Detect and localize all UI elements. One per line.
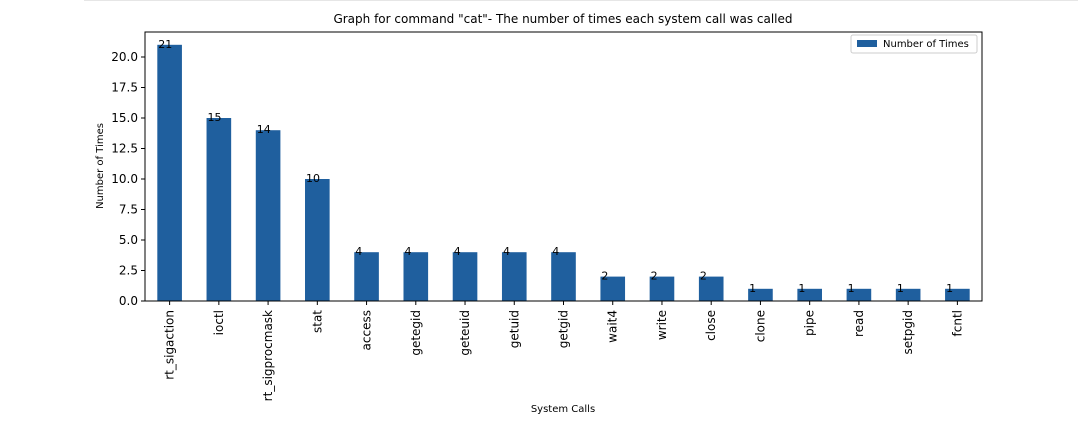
x-tick-label: pipe xyxy=(803,310,817,336)
x-tick-label: stat xyxy=(310,310,324,333)
y-axis: 0.0 2.5 5.0 7.5 10.0 12.5 15.0 17.5 20.0 xyxy=(111,50,145,308)
bar-geteuid xyxy=(452,252,478,301)
bars-group xyxy=(157,44,970,302)
bar-close xyxy=(698,276,724,301)
bar-wait4 xyxy=(600,276,626,301)
x-axis: rt_sigaction ioctl rt_sigprocmask stat acces… xyxy=(163,301,964,401)
value-label: 1 xyxy=(798,282,805,295)
chart-title: Graph for command "cat"- The number of t… xyxy=(333,12,792,26)
legend-label: Number of Times xyxy=(883,39,969,50)
value-label: 1 xyxy=(848,282,855,295)
x-axis-title: System Calls xyxy=(531,404,595,415)
bar-rt_sigaction xyxy=(157,44,182,302)
value-label: 2 xyxy=(601,270,608,283)
legend-box xyxy=(850,34,978,54)
value-label: 4 xyxy=(454,245,461,258)
legend: Number of Times xyxy=(850,34,978,54)
x-tick-label: clone xyxy=(753,310,767,342)
value-label: 2 xyxy=(700,270,707,283)
value-label: 1 xyxy=(749,282,756,295)
y-tick-label: 15.0 xyxy=(111,111,138,125)
value-label: 1 xyxy=(897,282,904,295)
legend-swatch xyxy=(857,40,877,47)
y-tick-label: 2.5 xyxy=(119,264,138,278)
value-label: 4 xyxy=(355,245,362,258)
y-tick-label: 10.0 xyxy=(111,172,138,186)
x-tick-label: setpgid xyxy=(901,310,915,355)
x-tick-label: getegid xyxy=(409,310,423,356)
y-tick-label: 20.0 xyxy=(111,50,138,64)
value-label: 2 xyxy=(651,270,658,283)
x-tick-label: getuid xyxy=(507,310,521,348)
x-tick-label: ioctl xyxy=(212,310,226,335)
x-tick-label: fcntl xyxy=(950,310,964,336)
bar-getuid xyxy=(501,252,527,301)
bar-clone xyxy=(748,288,773,301)
bar-ioctl xyxy=(206,118,232,301)
y-tick-label: 5.0 xyxy=(119,233,138,247)
y-tick-label: 0.0 xyxy=(119,294,138,308)
plot-frame xyxy=(144,31,983,302)
bar-pipe xyxy=(797,288,822,301)
bar-rt_sigprocmask xyxy=(255,130,281,301)
bar-read xyxy=(846,288,872,301)
bar-write xyxy=(649,276,675,301)
value-label: 15 xyxy=(208,111,222,124)
x-tick-label: geteuid xyxy=(458,310,472,356)
x-tick-label: rt_sigprocmask xyxy=(261,310,275,401)
bar-access xyxy=(354,252,379,301)
bar-fcntl xyxy=(945,288,970,301)
value-label: 14 xyxy=(257,123,271,136)
x-tick-label: access xyxy=(360,310,374,350)
value-label: 10 xyxy=(306,172,320,185)
x-tick-label: write xyxy=(655,310,669,340)
y-tick-label: 17.5 xyxy=(111,81,138,95)
value-label: 1 xyxy=(946,282,953,295)
x-tick-label: rt_sigaction xyxy=(163,310,177,380)
bar-getegid xyxy=(403,252,429,301)
value-label: 21 xyxy=(158,38,172,51)
y-axis-title: Number of Times xyxy=(95,123,106,209)
x-tick-label: close xyxy=(704,310,718,341)
value-label: 4 xyxy=(503,245,510,258)
x-tick-label: getgid xyxy=(557,310,571,348)
x-tick-label: read xyxy=(852,310,866,337)
bar-getgid xyxy=(551,252,576,301)
value-label: 4 xyxy=(404,245,411,258)
y-tick-label: 12.5 xyxy=(111,142,138,156)
top-border xyxy=(84,0,1078,1)
x-tick-label: wait4 xyxy=(606,310,620,343)
bar-stat xyxy=(305,179,330,301)
bar-setpgid xyxy=(895,288,921,301)
y-tick-label: 7.5 xyxy=(119,203,138,217)
value-label: 4 xyxy=(552,245,559,258)
